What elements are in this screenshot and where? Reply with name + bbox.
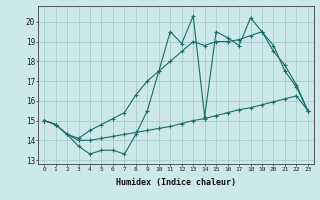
X-axis label: Humidex (Indice chaleur): Humidex (Indice chaleur) xyxy=(116,178,236,187)
